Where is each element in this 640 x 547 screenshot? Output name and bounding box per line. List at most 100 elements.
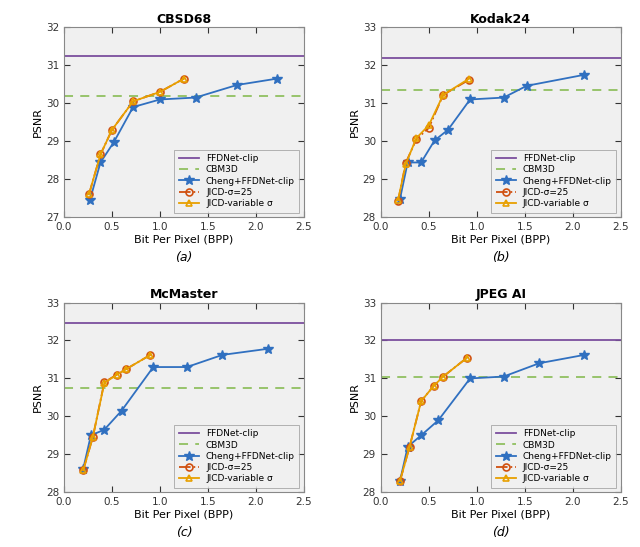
Text: (a): (a) xyxy=(175,251,193,264)
Cheng+FFDNet-clip xyxy=(97,159,104,166)
Title: JPEG AI: JPEG AI xyxy=(476,288,526,301)
Line: JICD-σ=25: JICD-σ=25 xyxy=(395,76,472,204)
JICD-variable σ xyxy=(100,380,108,386)
Text: (c): (c) xyxy=(176,526,192,539)
Text: (d): (d) xyxy=(492,526,509,539)
JICD-variable σ xyxy=(180,75,188,82)
Title: Kodak24: Kodak24 xyxy=(470,13,531,26)
JICD-variable σ xyxy=(394,197,402,203)
JICD-variable σ xyxy=(79,467,87,474)
Cheng+FFDNet-clip xyxy=(218,352,227,358)
Cheng+FFDNet-clip xyxy=(273,75,281,82)
JICD-variable σ xyxy=(147,352,154,358)
Line: JICD-variable σ: JICD-variable σ xyxy=(395,75,472,203)
JICD-variable σ xyxy=(439,92,447,98)
Line: JICD-variable σ: JICD-variable σ xyxy=(80,351,154,474)
FFDNet-clip xyxy=(156,53,164,59)
JICD-σ=25 xyxy=(425,125,433,131)
X-axis label: Bit Per Pixel (BPP): Bit Per Pixel (BPP) xyxy=(451,235,550,245)
Y-axis label: PSNR: PSNR xyxy=(33,107,43,137)
Cheng+FFDNet-clip xyxy=(580,352,588,358)
Cheng+FFDNet-clip xyxy=(435,417,442,423)
Cheng+FFDNet-clip xyxy=(444,126,452,133)
JICD-σ=25 xyxy=(156,89,164,95)
JICD-σ=25 xyxy=(463,354,471,361)
Y-axis label: PSNR: PSNR xyxy=(350,382,360,412)
JICD-σ=25 xyxy=(97,151,104,158)
FFDNet-clip xyxy=(377,337,385,344)
Line: JICD-σ=25: JICD-σ=25 xyxy=(397,354,470,485)
Cheng+FFDNet-clip xyxy=(466,96,474,103)
Cheng+FFDNet-clip xyxy=(100,427,108,433)
JICD-σ=25 xyxy=(89,434,97,440)
JICD-variable σ xyxy=(425,122,433,129)
Legend: FFDNet-clip, CBM3D, Cheng+FFDNet-clip, JICD-σ=25, JICD-variable σ: FFDNet-clip, CBM3D, Cheng+FFDNet-clip, J… xyxy=(491,149,616,213)
CBM3D xyxy=(473,86,481,93)
JICD-variable σ xyxy=(97,151,104,158)
Line: Cheng+FFDNet-clip: Cheng+FFDNet-clip xyxy=(395,70,589,204)
Line: JICD-σ=25: JICD-σ=25 xyxy=(80,351,154,474)
JICD-σ=25 xyxy=(396,478,404,484)
JICD-σ=25 xyxy=(113,371,121,378)
Cheng+FFDNet-clip xyxy=(523,83,531,89)
JICD-σ=25 xyxy=(123,365,131,372)
JICD-σ=25 xyxy=(402,160,410,166)
JICD-variable σ xyxy=(412,135,420,142)
Y-axis label: PSNR: PSNR xyxy=(350,107,360,137)
Cheng+FFDNet-clip xyxy=(264,346,271,352)
JICD-σ=25 xyxy=(430,383,438,389)
JICD-variable σ xyxy=(430,383,438,389)
Cheng+FFDNet-clip xyxy=(396,196,404,202)
Title: CBSD68: CBSD68 xyxy=(156,13,212,26)
JICD-σ=25 xyxy=(439,373,447,380)
X-axis label: Bit Per Pixel (BPP): Bit Per Pixel (BPP) xyxy=(134,510,234,520)
JICD-variable σ xyxy=(129,98,137,104)
Cheng+FFDNet-clip xyxy=(156,96,164,103)
JICD-variable σ xyxy=(463,354,471,361)
X-axis label: Bit Per Pixel (BPP): Bit Per Pixel (BPP) xyxy=(134,235,234,245)
Cheng+FFDNet-clip xyxy=(431,137,438,144)
Cheng+FFDNet-clip xyxy=(86,197,94,203)
Cheng+FFDNet-clip xyxy=(404,444,412,450)
JICD-σ=25 xyxy=(406,444,413,450)
Cheng+FFDNet-clip xyxy=(500,373,508,380)
Cheng+FFDNet-clip xyxy=(500,94,508,101)
Legend: FFDNet-clip, CBM3D, Cheng+FFDNet-clip, JICD-σ=25, JICD-variable σ: FFDNet-clip, CBM3D, Cheng+FFDNet-clip, J… xyxy=(174,149,300,213)
Cheng+FFDNet-clip xyxy=(183,364,191,370)
CBM3D xyxy=(60,93,68,100)
CBM3D xyxy=(156,93,164,100)
CBM3D xyxy=(377,86,385,93)
Y-axis label: PSNR: PSNR xyxy=(33,382,43,412)
JICD-σ=25 xyxy=(79,467,87,474)
FFDNet-clip xyxy=(156,320,164,327)
JICD-variable σ xyxy=(113,371,121,378)
JICD-variable σ xyxy=(123,365,131,372)
JICD-σ=25 xyxy=(108,126,116,133)
Text: (b): (b) xyxy=(492,251,509,264)
JICD-σ=25 xyxy=(85,191,93,197)
JICD-variable σ xyxy=(465,75,473,82)
Cheng+FFDNet-clip xyxy=(396,478,404,484)
CBM3D xyxy=(377,373,385,380)
JICD-σ=25 xyxy=(417,398,425,404)
FFDNet-clip xyxy=(60,320,68,327)
FFDNet-clip xyxy=(60,53,68,59)
JICD-σ=25 xyxy=(412,136,420,143)
JICD-variable σ xyxy=(89,434,97,440)
Cheng+FFDNet-clip xyxy=(417,159,425,166)
Line: Cheng+FFDNet-clip: Cheng+FFDNet-clip xyxy=(78,344,273,474)
FFDNet-clip xyxy=(377,55,385,61)
Line: JICD-σ=25: JICD-σ=25 xyxy=(86,75,188,198)
JICD-σ=25 xyxy=(394,197,402,204)
Cheng+FFDNet-clip xyxy=(466,375,474,382)
Line: Cheng+FFDNet-clip: Cheng+FFDNet-clip xyxy=(85,74,282,205)
Cheng+FFDNet-clip xyxy=(118,408,125,414)
JICD-σ=25 xyxy=(180,75,188,82)
X-axis label: Bit Per Pixel (BPP): Bit Per Pixel (BPP) xyxy=(451,510,550,520)
CBM3D xyxy=(60,385,68,391)
Cheng+FFDNet-clip xyxy=(150,364,157,370)
Legend: FFDNet-clip, CBM3D, Cheng+FFDNet-clip, JICD-σ=25, JICD-variable σ: FFDNet-clip, CBM3D, Cheng+FFDNet-clip, J… xyxy=(491,424,616,488)
CBM3D xyxy=(156,385,164,391)
Line: JICD-variable σ: JICD-variable σ xyxy=(397,354,470,485)
Cheng+FFDNet-clip xyxy=(404,159,412,166)
